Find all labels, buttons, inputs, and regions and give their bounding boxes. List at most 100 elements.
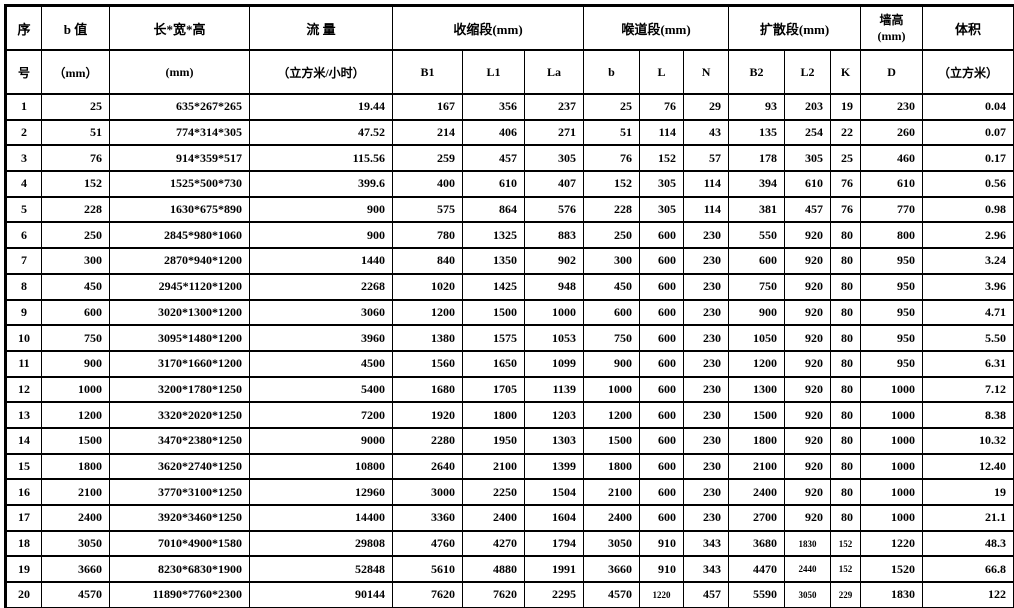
cell-seq: 13 bbox=[5, 401, 42, 429]
cell-L: 910 bbox=[639, 529, 685, 558]
table-row: 13 1200 3320*2020*1250 7200 1920 1800 1203 1200… bbox=[5, 401, 1014, 429]
cell-L2: 920 bbox=[784, 298, 832, 327]
cell-D: 950 bbox=[860, 349, 924, 378]
cell-L: 305 bbox=[639, 195, 685, 224]
cell-flow: 19.44 bbox=[249, 93, 393, 121]
header-col-L2: L2 bbox=[784, 49, 832, 95]
cell-b: 228 bbox=[583, 195, 641, 224]
cell-L1: 4270 bbox=[462, 529, 525, 558]
cell-L: 1220 bbox=[639, 581, 685, 608]
cell-La: 1303 bbox=[523, 426, 585, 455]
cell-B2: 178 bbox=[728, 144, 786, 173]
cell-b_value: 250 bbox=[41, 221, 110, 250]
cell-volume: 0.56 bbox=[922, 170, 1014, 198]
cell-b_value: 2100 bbox=[41, 478, 110, 506]
cell-flow: 3060 bbox=[249, 298, 393, 327]
cell-B1: 214 bbox=[392, 118, 463, 147]
cell-N: 230 bbox=[683, 272, 730, 301]
cell-K: 80 bbox=[830, 504, 862, 532]
cell-b: 600 bbox=[583, 298, 641, 327]
cell-D: 1520 bbox=[860, 555, 924, 584]
cell-flow: 1440 bbox=[249, 247, 393, 275]
cell-B1: 1380 bbox=[392, 324, 463, 352]
cell-N: 230 bbox=[683, 504, 730, 532]
cell-L: 600 bbox=[639, 272, 685, 301]
cell-L1: 1325 bbox=[462, 221, 525, 250]
header-lwh-unit: (mm) bbox=[109, 49, 250, 95]
cell-L: 600 bbox=[639, 221, 685, 250]
cell-B2: 750 bbox=[728, 272, 786, 301]
cell-K: 152 bbox=[830, 555, 862, 584]
cell-L1: 1500 bbox=[462, 298, 525, 327]
cell-B2: 3680 bbox=[728, 529, 786, 558]
cell-La: 1099 bbox=[523, 349, 585, 378]
table-row: 7 300 2870*940*1200 1440 840 1350 902 300 600 230… bbox=[5, 247, 1014, 275]
cell-L: 910 bbox=[639, 555, 685, 584]
cell-volume: 21.1 bbox=[922, 504, 1014, 532]
cell-N: 230 bbox=[683, 298, 730, 327]
cell-N: 230 bbox=[683, 349, 730, 378]
cell-L1: 610 bbox=[462, 170, 525, 198]
cell-flow: 4500 bbox=[249, 349, 393, 378]
cell-flow: 29808 bbox=[249, 529, 393, 558]
cell-K: 80 bbox=[830, 401, 862, 429]
table-row: 3 76 914*359*517 115.56 259 457 305 76 152 57 178 3… bbox=[5, 144, 1014, 173]
cell-B1: 167 bbox=[392, 93, 463, 121]
table-row: 17 2400 3920*3460*1250 14400 3360 2400 1604 240… bbox=[5, 504, 1014, 532]
cell-B2: 1500 bbox=[728, 401, 786, 429]
cell-L: 305 bbox=[639, 170, 685, 198]
cell-D: 1000 bbox=[860, 401, 924, 429]
header-bvalue-unit: （mm） bbox=[41, 49, 110, 95]
cell-lwh: 1630*675*890 bbox=[109, 195, 250, 224]
cell-L2: 3050 bbox=[784, 581, 832, 608]
table-row: 4 152 1525*500*730 399.6 400 610 407 152 305 114 3… bbox=[5, 170, 1014, 198]
cell-b_value: 900 bbox=[41, 349, 110, 378]
cell-L1: 864 bbox=[462, 195, 525, 224]
cell-D: 610 bbox=[860, 170, 924, 198]
header-wall-line2: (mm) bbox=[877, 29, 906, 43]
cell-flow: 52848 bbox=[249, 555, 393, 584]
cell-seq: 9 bbox=[5, 298, 42, 327]
cell-N: 343 bbox=[683, 529, 730, 558]
cell-B2: 4470 bbox=[728, 555, 786, 584]
cell-K: 80 bbox=[830, 247, 862, 275]
cell-b: 1800 bbox=[583, 452, 641, 481]
cell-L: 600 bbox=[639, 324, 685, 352]
header-lwh-top: 长*宽*高 bbox=[109, 4, 250, 51]
cell-b_value: 25 bbox=[41, 93, 110, 121]
cell-volume: 4.71 bbox=[922, 298, 1014, 327]
cell-seq: 6 bbox=[5, 221, 42, 250]
cell-b_value: 1200 bbox=[41, 401, 110, 429]
cell-La: 237 bbox=[523, 93, 585, 121]
cell-volume: 0.07 bbox=[922, 118, 1014, 147]
cell-L2: 2440 bbox=[784, 555, 832, 584]
cell-B2: 93 bbox=[728, 93, 786, 121]
cell-La: 948 bbox=[523, 272, 585, 301]
table-row: 15 1800 3620*2740*1250 10800 2640 2100 1399 180… bbox=[5, 452, 1014, 481]
cell-N: 114 bbox=[683, 170, 730, 198]
cell-L: 600 bbox=[639, 401, 685, 429]
cell-L1: 1950 bbox=[462, 426, 525, 455]
cell-La: 2295 bbox=[523, 581, 585, 608]
header-group-diffusion: 扩散段(mm) bbox=[728, 4, 862, 51]
cell-D: 1000 bbox=[860, 452, 924, 481]
cell-La: 1139 bbox=[523, 375, 585, 404]
cell-flow: 14400 bbox=[249, 504, 393, 532]
header-col-B1: B1 bbox=[392, 49, 463, 95]
header-row-top: 序 b 值 长*宽*高 流 量 收缩段(mm) 喉道段(mm) 扩散段(mm) … bbox=[5, 4, 1014, 51]
cell-B2: 600 bbox=[728, 247, 786, 275]
cell-seq: 20 bbox=[5, 581, 42, 608]
cell-seq: 8 bbox=[5, 272, 42, 301]
cell-D: 260 bbox=[860, 118, 924, 147]
cell-B2: 1200 bbox=[728, 349, 786, 378]
table-row: 10 750 3095*1480*1200 3960 1380 1575 1053 750 60… bbox=[5, 324, 1014, 352]
cell-L1: 1425 bbox=[462, 272, 525, 301]
header-col-B2: B2 bbox=[728, 49, 786, 95]
cell-B1: 1020 bbox=[392, 272, 463, 301]
table-row: 16 2100 3770*3100*1250 12960 3000 2250 1504 210… bbox=[5, 478, 1014, 506]
cell-K: 80 bbox=[830, 324, 862, 352]
table-row: 5 228 1630*675*890 900 575 864 576 228 305 114 381… bbox=[5, 195, 1014, 224]
cell-volume: 48.3 bbox=[922, 529, 1014, 558]
cell-b: 1000 bbox=[583, 375, 641, 404]
cell-La: 1604 bbox=[523, 504, 585, 532]
